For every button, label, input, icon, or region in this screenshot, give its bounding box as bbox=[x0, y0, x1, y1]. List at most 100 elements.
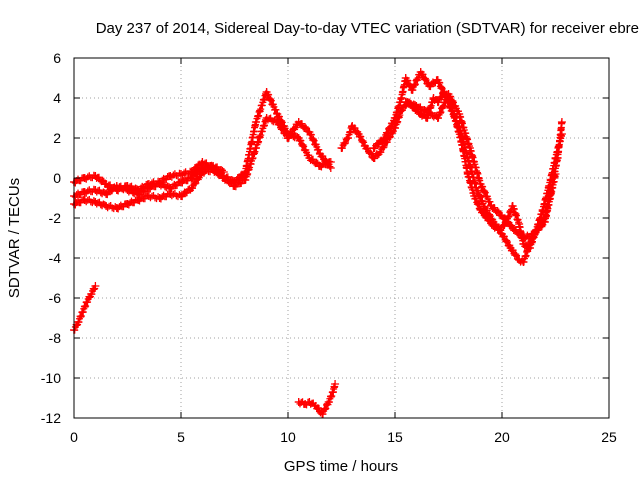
data-point bbox=[391, 114, 399, 122]
data-point bbox=[198, 164, 207, 172]
data-point bbox=[177, 192, 185, 200]
data-point bbox=[480, 204, 489, 212]
data-point bbox=[112, 182, 121, 190]
data-point bbox=[251, 144, 260, 152]
data-point bbox=[219, 168, 228, 176]
axis-ticks bbox=[73, 57, 610, 419]
data-point bbox=[80, 174, 89, 182]
data-point bbox=[316, 162, 325, 170]
data-point bbox=[369, 154, 378, 162]
data-point bbox=[134, 190, 143, 198]
data-point bbox=[519, 258, 528, 266]
data-points bbox=[70, 68, 566, 418]
data-point bbox=[498, 212, 506, 220]
data-point bbox=[294, 398, 303, 406]
data-point bbox=[337, 144, 346, 152]
data-point bbox=[343, 134, 352, 142]
data-point bbox=[166, 184, 175, 192]
data-point bbox=[112, 204, 121, 212]
data-point bbox=[397, 94, 406, 102]
data-point bbox=[412, 102, 421, 110]
data-point bbox=[423, 108, 432, 116]
x-tick-label: 0 bbox=[70, 429, 78, 445]
data-point bbox=[102, 180, 111, 188]
y-tick-label: -6 bbox=[49, 290, 62, 306]
series-band bbox=[70, 88, 333, 195]
data-point bbox=[348, 122, 357, 130]
data-point bbox=[187, 184, 196, 192]
data-point bbox=[284, 134, 292, 142]
y-tick-label: -8 bbox=[49, 330, 62, 346]
data-point bbox=[102, 202, 111, 210]
y-tick-label: 2 bbox=[53, 130, 61, 146]
data-point bbox=[177, 170, 185, 178]
data-point bbox=[519, 234, 528, 242]
data-point bbox=[369, 144, 378, 152]
data-point bbox=[80, 188, 89, 196]
data-point bbox=[433, 76, 442, 84]
data-point bbox=[209, 162, 218, 170]
series-band bbox=[295, 383, 339, 418]
data-point bbox=[498, 230, 506, 238]
data-point bbox=[331, 380, 340, 388]
data-point bbox=[515, 256, 524, 264]
data-point bbox=[508, 224, 517, 232]
data-point bbox=[241, 176, 250, 184]
series-track-d bbox=[70, 282, 100, 334]
data-point bbox=[144, 192, 153, 200]
y-tick-label: -12 bbox=[41, 410, 61, 426]
data-point bbox=[557, 118, 566, 126]
y-tick-label: -10 bbox=[41, 370, 61, 386]
data-point bbox=[251, 118, 260, 126]
series-band bbox=[70, 285, 99, 334]
data-point bbox=[515, 220, 524, 228]
data-point bbox=[433, 98, 442, 106]
data-point bbox=[401, 98, 410, 106]
plot-frame bbox=[73, 57, 610, 419]
data-point bbox=[380, 134, 389, 142]
x-tick-label: 20 bbox=[494, 429, 510, 445]
data-point bbox=[91, 172, 100, 180]
data-point bbox=[91, 186, 100, 194]
data-point bbox=[305, 154, 314, 162]
data-point bbox=[155, 180, 164, 188]
chart-title: Day 237 of 2014, Sidereal Day-to-day VTE… bbox=[96, 20, 639, 37]
data-point bbox=[187, 174, 196, 182]
data-point bbox=[508, 202, 517, 210]
data-point bbox=[328, 388, 337, 396]
data-point bbox=[551, 170, 560, 178]
y-tick-label: 0 bbox=[53, 170, 61, 186]
series-track-h bbox=[401, 90, 560, 243]
data-point bbox=[305, 128, 314, 136]
data-point bbox=[429, 94, 438, 102]
series-track-e bbox=[294, 380, 340, 418]
data-point bbox=[324, 398, 333, 406]
data-point bbox=[416, 68, 425, 76]
data-point bbox=[102, 190, 111, 198]
data-point bbox=[476, 180, 485, 188]
data-point bbox=[166, 172, 175, 180]
y-axis-label: SDTVAR / TECUs bbox=[6, 178, 23, 298]
data-point bbox=[487, 202, 496, 210]
x-tick-label: 25 bbox=[601, 429, 617, 445]
data-point bbox=[294, 134, 303, 142]
data-point bbox=[78, 308, 87, 316]
y-tick-label: -4 bbox=[49, 250, 62, 266]
data-point bbox=[401, 74, 410, 82]
data-point bbox=[305, 398, 314, 406]
data-point bbox=[326, 164, 335, 172]
data-point bbox=[361, 142, 370, 150]
data-point bbox=[91, 198, 100, 206]
data-point bbox=[294, 118, 303, 126]
data-point bbox=[472, 184, 481, 192]
x-tick-label: 5 bbox=[177, 429, 185, 445]
series-band bbox=[70, 161, 226, 201]
data-point bbox=[311, 402, 320, 410]
data-point bbox=[301, 400, 310, 408]
data-point bbox=[82, 298, 91, 306]
data-point bbox=[262, 114, 271, 122]
data-point bbox=[230, 182, 239, 190]
y-tick-label: 4 bbox=[53, 90, 61, 106]
x-tick-label: 15 bbox=[387, 429, 403, 445]
